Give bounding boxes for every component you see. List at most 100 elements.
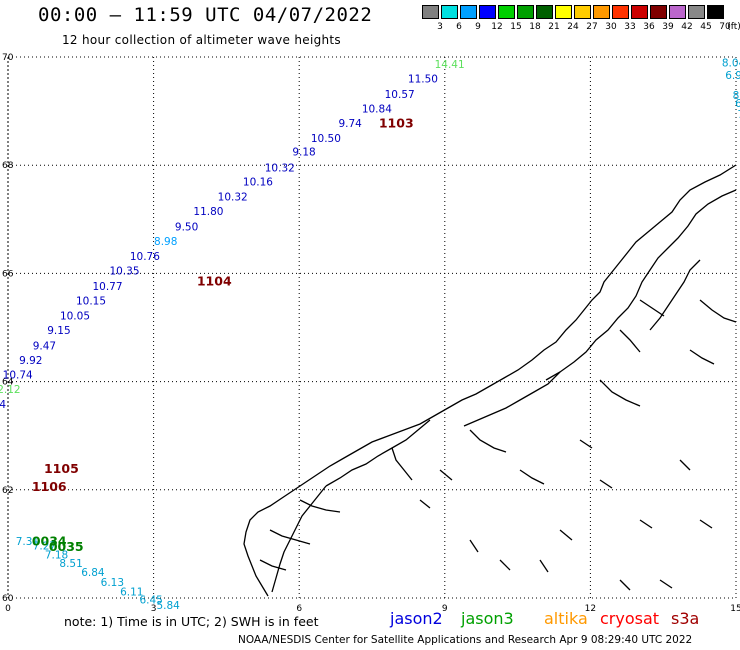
color-scale-label: 33 bbox=[624, 22, 636, 32]
wave-height-value: 10.77 bbox=[92, 281, 122, 293]
x-tick-label: 12 bbox=[585, 604, 596, 614]
color-scale-label: 36 bbox=[643, 22, 655, 32]
wave-height-value: 9.15 bbox=[47, 325, 70, 337]
color-scale-label: 18 bbox=[529, 22, 541, 32]
footer-note: note: 1) Time is in UTC; 2) SWH is in fe… bbox=[64, 614, 319, 629]
wave-height-value: 9.94 bbox=[0, 399, 6, 411]
coastline bbox=[243, 164, 737, 597]
coastline-segment bbox=[659, 579, 673, 589]
legend-item-s3a: s3a bbox=[671, 609, 700, 628]
coastline-segment bbox=[243, 164, 737, 597]
wave-height-value: 9.47 bbox=[33, 340, 56, 352]
wave-height-value: 9.92 bbox=[19, 355, 42, 367]
wave-height-value: 7.31 bbox=[16, 536, 39, 548]
coastline-segment bbox=[639, 519, 653, 529]
coastline-segment bbox=[639, 299, 665, 317]
coastline-segment bbox=[579, 439, 593, 449]
coastline-segment bbox=[599, 479, 613, 489]
coastline-segment bbox=[619, 329, 641, 353]
page-subtitle: 12 hour collection of altimeter wave hei… bbox=[62, 33, 341, 47]
wave-height-value: 6.9 bbox=[725, 70, 740, 82]
color-scale-swatch bbox=[574, 5, 591, 19]
wave-height-value: 6 bbox=[735, 98, 740, 110]
wave-height-value: 7 bbox=[738, 109, 740, 121]
coastline-segment bbox=[679, 459, 691, 471]
color-scale-swatch bbox=[555, 5, 572, 19]
coastline-segment bbox=[463, 371, 561, 427]
color-scale-swatch bbox=[460, 5, 477, 19]
coastline-segment bbox=[545, 189, 737, 381]
coastline-segment bbox=[599, 379, 641, 407]
wave-height-value: 9.18 bbox=[292, 147, 315, 159]
coastline-segment bbox=[299, 499, 341, 513]
pass-time-label: 1106 bbox=[32, 479, 67, 494]
wave-height-observations: 14.41 11.50 10.57 10.849.74 10.50 9.18 10.32 10… bbox=[0, 57, 740, 612]
wave-height-value: 12.12 bbox=[0, 384, 21, 396]
wave-height-value: 6.11 bbox=[120, 587, 143, 599]
wave-height-value: 10.57 bbox=[385, 89, 415, 101]
wave-height-value: 10.76 bbox=[130, 251, 160, 263]
wave-height-value: 8.04 bbox=[722, 57, 740, 69]
coastline-segment bbox=[391, 447, 413, 481]
coastline-segment bbox=[269, 529, 311, 545]
y-tick-label: 66 bbox=[2, 269, 14, 279]
wave-height-value: 10.32 bbox=[218, 192, 248, 204]
color-scale-swatch bbox=[612, 5, 629, 19]
pass-time-label: 1103 bbox=[379, 115, 414, 130]
color-scale-swatch bbox=[422, 5, 439, 19]
color-scale-swatch bbox=[479, 5, 496, 19]
color-scale-label: 6 bbox=[456, 22, 462, 32]
color-scale-label: 15 bbox=[510, 22, 522, 32]
wave-height-value: 5.84 bbox=[156, 600, 180, 612]
wave-height-value: 8.51 bbox=[59, 558, 82, 570]
wave-height-value: 10.84 bbox=[362, 103, 392, 115]
wave-height-value: 8 bbox=[733, 90, 740, 102]
pass-time-label: 0035 bbox=[49, 539, 84, 554]
coastline-segment bbox=[619, 579, 631, 591]
color-scale-label: 45 bbox=[700, 22, 712, 32]
color-scale-label: 42 bbox=[681, 22, 693, 32]
coastline-segment bbox=[499, 559, 511, 571]
wave-height-value: 10.15 bbox=[76, 295, 106, 307]
coastline-segment bbox=[419, 499, 431, 509]
color-scale-label: 27 bbox=[586, 22, 598, 32]
color-scale-label: 30 bbox=[605, 22, 617, 32]
x-tick-label: 9 bbox=[442, 604, 448, 614]
y-tick-label: 68 bbox=[2, 161, 14, 171]
y-tick-label: 62 bbox=[2, 486, 13, 496]
wave-height-value: 10.50 bbox=[311, 133, 341, 145]
wave-height-value: 7.27 bbox=[33, 541, 56, 553]
legend-item-cryosat: cryosat bbox=[600, 609, 660, 628]
color-scale-swatch bbox=[688, 5, 705, 19]
footer-credit: NOAA/NESDIS Center for Satellite Applica… bbox=[238, 634, 693, 646]
color-scale-swatch bbox=[593, 5, 610, 19]
color-scale-swatch bbox=[517, 5, 534, 19]
coastline-segment bbox=[689, 349, 715, 365]
coastline-segment bbox=[469, 539, 479, 553]
wave-height-value: 6.45 bbox=[139, 595, 162, 607]
wave-height-value: 6.84 bbox=[81, 567, 105, 579]
wave-height-value: 10.35 bbox=[109, 266, 139, 278]
color-scale-label: 9 bbox=[475, 22, 481, 32]
x-tick-label: 3 bbox=[151, 604, 157, 614]
color-scale-label: 70 bbox=[719, 22, 731, 32]
legend-item-jason3: jason3 bbox=[461, 609, 514, 628]
pass-time-label: 1104 bbox=[197, 273, 232, 288]
wave-height-value: 9.74 bbox=[338, 118, 362, 130]
color-scale-unit: (ft) bbox=[727, 22, 740, 32]
x-tick-label: 15 bbox=[730, 604, 740, 614]
wave-height-value: 7.18 bbox=[45, 550, 68, 562]
color-scale-label: 39 bbox=[662, 22, 674, 32]
pass-time-label: 0034 bbox=[32, 534, 67, 549]
coastline-segment bbox=[559, 529, 573, 541]
legend-item-altika: altika bbox=[544, 609, 588, 628]
y-tick-label: 70 bbox=[2, 53, 14, 63]
color-scale-swatch bbox=[631, 5, 648, 19]
coastline-segment bbox=[325, 419, 431, 487]
wave-height-value: 6.13 bbox=[101, 577, 124, 589]
y-tick-label: 60 bbox=[2, 594, 14, 604]
wave-height-value: 10.05 bbox=[60, 311, 90, 323]
